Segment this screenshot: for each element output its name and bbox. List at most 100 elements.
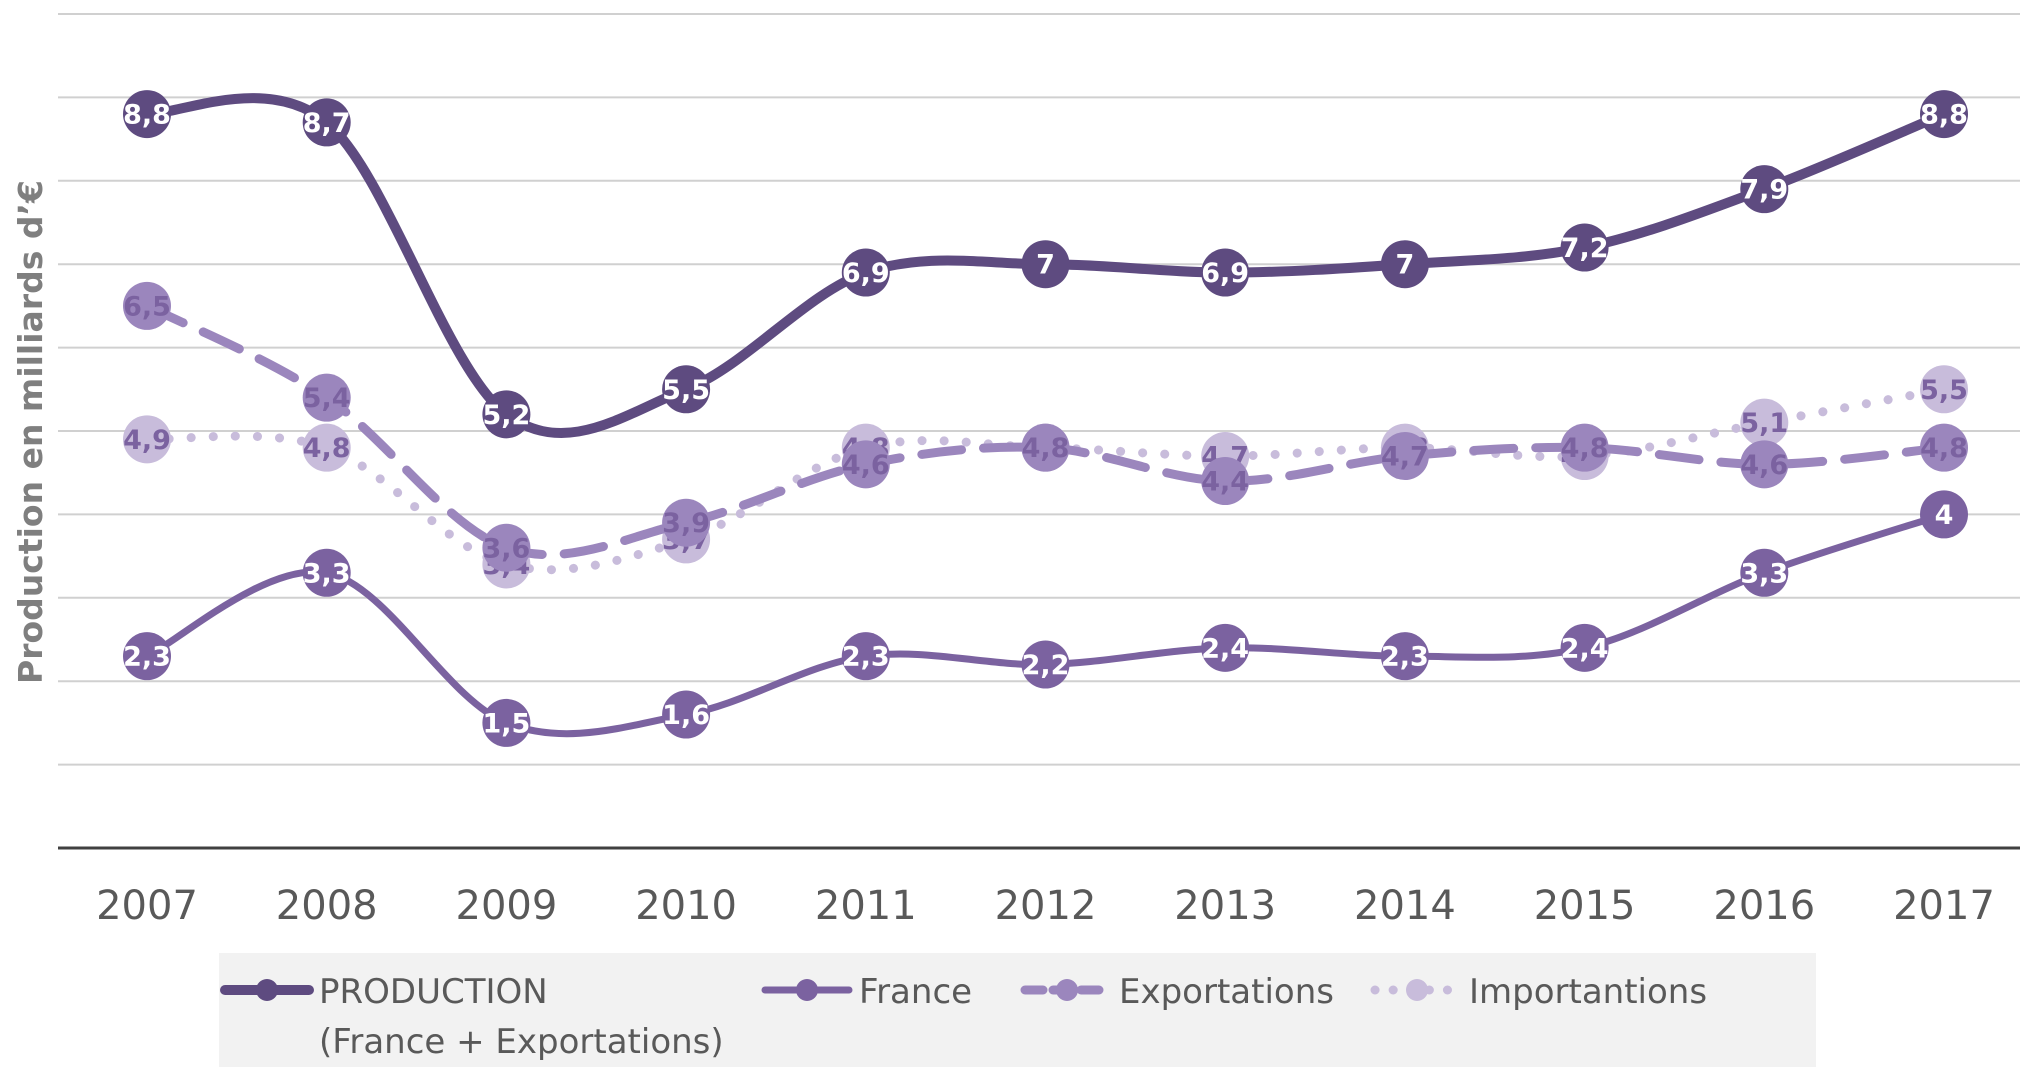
marker	[1740, 165, 1789, 214]
marker	[123, 281, 171, 330]
marker	[1920, 423, 1968, 472]
legend-swatch	[1020, 979, 1114, 1001]
legend: PRODUCTION (France + Exportations) France…	[219, 953, 1816, 1067]
marker	[1920, 365, 1968, 414]
marker	[1201, 248, 1250, 297]
legend-label: Exportations	[1119, 972, 1334, 1012]
legend-marker	[1406, 979, 1428, 1001]
data-label: 2,2	[1022, 650, 1070, 681]
marker	[1380, 632, 1429, 681]
x-tick-label: 2013	[1174, 883, 1276, 929]
marker	[1201, 457, 1250, 506]
marker	[123, 632, 171, 681]
legend-swatch	[220, 979, 314, 1001]
data-label: 4	[1935, 500, 1954, 531]
marker	[841, 248, 890, 297]
data-label: 2,4	[1561, 633, 1609, 664]
data-label: 7	[1396, 250, 1415, 281]
data-label: 1,5	[482, 708, 530, 739]
data-label: 4,8	[303, 433, 351, 464]
legend-swatch	[1370, 979, 1464, 1001]
data-label: 4,9	[123, 425, 171, 456]
marker	[482, 523, 531, 572]
data-label: 5,2	[482, 400, 530, 431]
data-label: 4,6	[1740, 450, 1788, 481]
data-label: 3,9	[662, 508, 710, 539]
data-label: 2,3	[842, 642, 890, 673]
x-tick-label: 2009	[456, 883, 558, 929]
marker	[302, 548, 351, 597]
marker	[1740, 398, 1789, 447]
line	[142, 93, 1949, 438]
data-label: 2,4	[1201, 633, 1249, 664]
data-label: 4,6	[842, 450, 890, 481]
marker	[1380, 432, 1429, 481]
x-tick-label: 2014	[1354, 883, 1456, 929]
marker	[1560, 423, 1609, 472]
legend-item: France	[759, 967, 972, 1017]
x-tick-label: 2012	[995, 883, 1097, 929]
marker	[1201, 623, 1250, 672]
marker	[841, 440, 890, 489]
legend-label: PRODUCTION (France + Exportations)	[319, 972, 724, 1062]
data-label: 4,8	[1561, 433, 1609, 464]
marker	[482, 698, 531, 747]
marker	[1021, 640, 1070, 689]
data-label: 6,9	[842, 258, 890, 289]
data-label: 4,8	[1920, 433, 1968, 464]
legend-marker	[256, 979, 278, 1001]
marker	[1560, 223, 1609, 272]
data-label: 8,8	[1920, 100, 1968, 131]
marker	[1021, 240, 1070, 289]
legend-label: Importantions	[1469, 972, 1708, 1012]
x-tick-label: 2010	[635, 883, 737, 929]
x-tick-label: 2011	[815, 883, 917, 929]
data-label: 3,3	[1740, 558, 1788, 589]
data-label: 8,7	[303, 108, 351, 139]
marker	[123, 90, 171, 139]
legend-item: Importantions	[1369, 967, 1707, 1017]
x-tick-label: 2016	[1713, 883, 1815, 929]
data-label: 2,3	[123, 642, 171, 673]
marker	[1021, 423, 1070, 472]
data-label: 5,5	[662, 375, 710, 406]
data-label: 4,7	[1381, 442, 1429, 473]
data-label: 2,3	[1381, 642, 1429, 673]
x-tick-label: 2017	[1893, 883, 1995, 929]
marker	[482, 390, 531, 439]
data-label: 5,4	[303, 383, 351, 414]
marker	[302, 373, 351, 422]
data-label: 4,8	[1022, 433, 1070, 464]
x-tick-label: 2008	[276, 883, 378, 929]
y-axis-label: Production en milliards d’€	[11, 180, 50, 684]
data-label: 3,6	[482, 533, 530, 564]
marker	[662, 365, 711, 414]
marker	[662, 498, 711, 547]
data-label: 1,6	[662, 700, 710, 731]
marker	[302, 423, 351, 472]
data-label: 6,9	[1201, 258, 1249, 289]
legend-marker	[1056, 979, 1078, 1001]
legend-marker	[796, 979, 818, 1001]
marker	[302, 98, 351, 147]
marker	[1920, 90, 1968, 139]
marker	[1740, 440, 1789, 489]
data-label: 3,3	[303, 558, 351, 589]
x-tick-label: 2015	[1534, 883, 1636, 929]
marker	[123, 415, 171, 464]
line	[142, 301, 1949, 560]
line	[143, 510, 1948, 738]
marker	[1740, 548, 1789, 597]
legend-item: PRODUCTION (France + Exportations)	[219, 967, 724, 1067]
legend-item: Exportations	[1019, 967, 1334, 1017]
marker	[841, 632, 890, 681]
data-label: 6,5	[123, 291, 171, 322]
marker	[1560, 623, 1609, 672]
data-label: 4,4	[1201, 467, 1249, 498]
data-label: 7	[1036, 250, 1055, 281]
legend-label: France	[859, 972, 973, 1012]
x-tick-label: 2007	[96, 883, 198, 929]
marker	[1920, 490, 1968, 539]
